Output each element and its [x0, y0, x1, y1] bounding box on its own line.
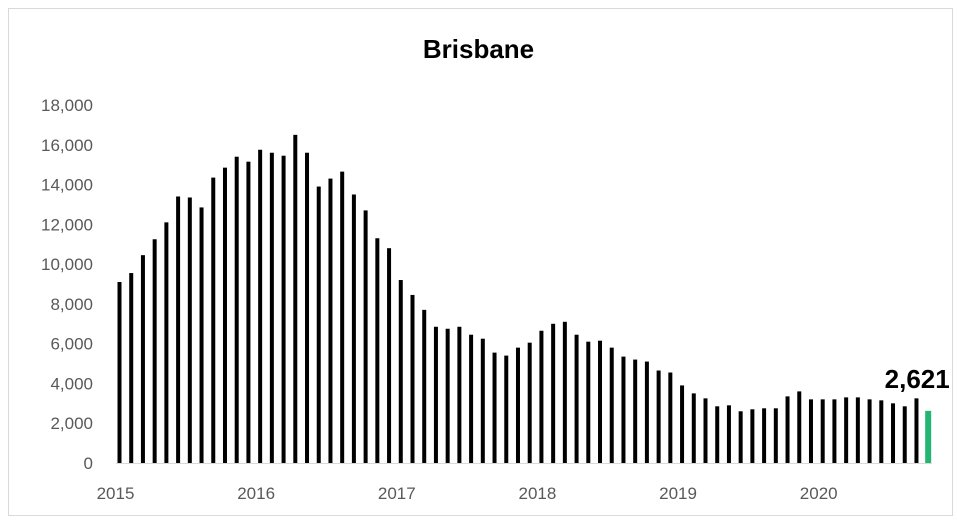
bar	[164, 222, 169, 463]
x-tick-label: 2015	[97, 484, 135, 503]
bar	[668, 372, 673, 463]
bar	[504, 355, 509, 463]
bar	[586, 341, 591, 463]
bars	[117, 134, 932, 464]
bar	[398, 280, 403, 463]
bar	[293, 134, 298, 464]
bar	[187, 197, 192, 463]
y-tick-label: 6,000	[50, 335, 93, 354]
bar	[480, 338, 485, 463]
bar	[469, 334, 474, 463]
bar	[410, 294, 415, 463]
x-tick-label: 2019	[659, 484, 697, 503]
bar	[867, 399, 872, 463]
y-tick-label: 8,000	[50, 295, 93, 314]
chart-frame	[8, 8, 953, 516]
bar	[773, 408, 778, 463]
last-value-label: 2,621	[885, 364, 950, 394]
bar	[433, 326, 438, 463]
x-axis: 2015 2016 2017 2018 2019 2020	[97, 463, 932, 503]
bar	[832, 399, 837, 463]
bar	[808, 399, 813, 463]
bar	[211, 177, 216, 463]
bar	[738, 411, 743, 463]
y-tick-label: 10,000	[41, 255, 93, 274]
x-tick-label: 2020	[800, 484, 838, 503]
bar	[762, 408, 767, 463]
bar	[305, 152, 310, 463]
highlight-bar	[925, 410, 932, 463]
bar	[351, 194, 356, 463]
bar	[140, 255, 145, 463]
bar	[363, 210, 368, 463]
bar	[785, 396, 790, 463]
bar	[820, 399, 825, 463]
bar	[492, 352, 497, 463]
bar	[258, 149, 263, 463]
bar	[902, 406, 907, 463]
bar	[598, 340, 603, 463]
bar	[375, 238, 380, 463]
x-tick-label: 2017	[378, 484, 416, 503]
bar	[891, 403, 896, 463]
bar	[691, 393, 696, 463]
bar	[246, 161, 251, 463]
bar	[176, 196, 181, 463]
bar	[269, 152, 274, 463]
bar	[609, 347, 614, 463]
bar	[457, 326, 462, 463]
bar	[633, 359, 638, 463]
y-axis: 0 2,000 4,000 6,000 8,000 10,000 12,000 14,000 1…	[41, 96, 93, 473]
chart-title: Brisbane	[422, 34, 535, 64]
bar	[914, 398, 919, 463]
y-tick-label: 0	[84, 454, 93, 473]
bar	[879, 400, 884, 463]
bar	[680, 385, 685, 463]
y-tick-label: 18,000	[41, 96, 93, 115]
bar	[844, 397, 849, 463]
bar	[328, 178, 333, 464]
y-tick-label: 16,000	[41, 136, 93, 155]
bar	[715, 406, 720, 463]
y-tick-label: 14,000	[41, 176, 93, 195]
bar	[539, 330, 544, 463]
x-tick-label: 2018	[519, 484, 557, 503]
bar	[797, 391, 802, 463]
bar	[656, 370, 661, 463]
bar	[222, 167, 227, 463]
bar	[562, 321, 567, 463]
bar	[574, 334, 579, 463]
bar	[551, 323, 556, 463]
bar	[199, 207, 204, 463]
bar	[129, 273, 134, 463]
y-tick-label: 4,000	[50, 374, 93, 393]
bar	[152, 239, 157, 463]
bar	[515, 347, 520, 463]
bar	[750, 409, 755, 463]
bar	[445, 328, 450, 463]
bar	[855, 397, 860, 463]
bar	[644, 361, 649, 463]
bar	[340, 171, 345, 463]
bar	[234, 156, 239, 463]
bar	[621, 356, 626, 463]
bar	[281, 155, 286, 463]
y-tick-label: 12,000	[41, 215, 93, 234]
x-tick-label: 2016	[237, 484, 275, 503]
bar	[422, 309, 427, 463]
bar	[527, 342, 532, 463]
bar	[316, 186, 321, 464]
bar	[703, 398, 708, 463]
data-labels: 2,621	[885, 364, 950, 394]
bar	[117, 282, 122, 463]
y-tick-label: 2,000	[50, 414, 93, 433]
bar	[387, 248, 392, 463]
bar	[726, 405, 731, 463]
